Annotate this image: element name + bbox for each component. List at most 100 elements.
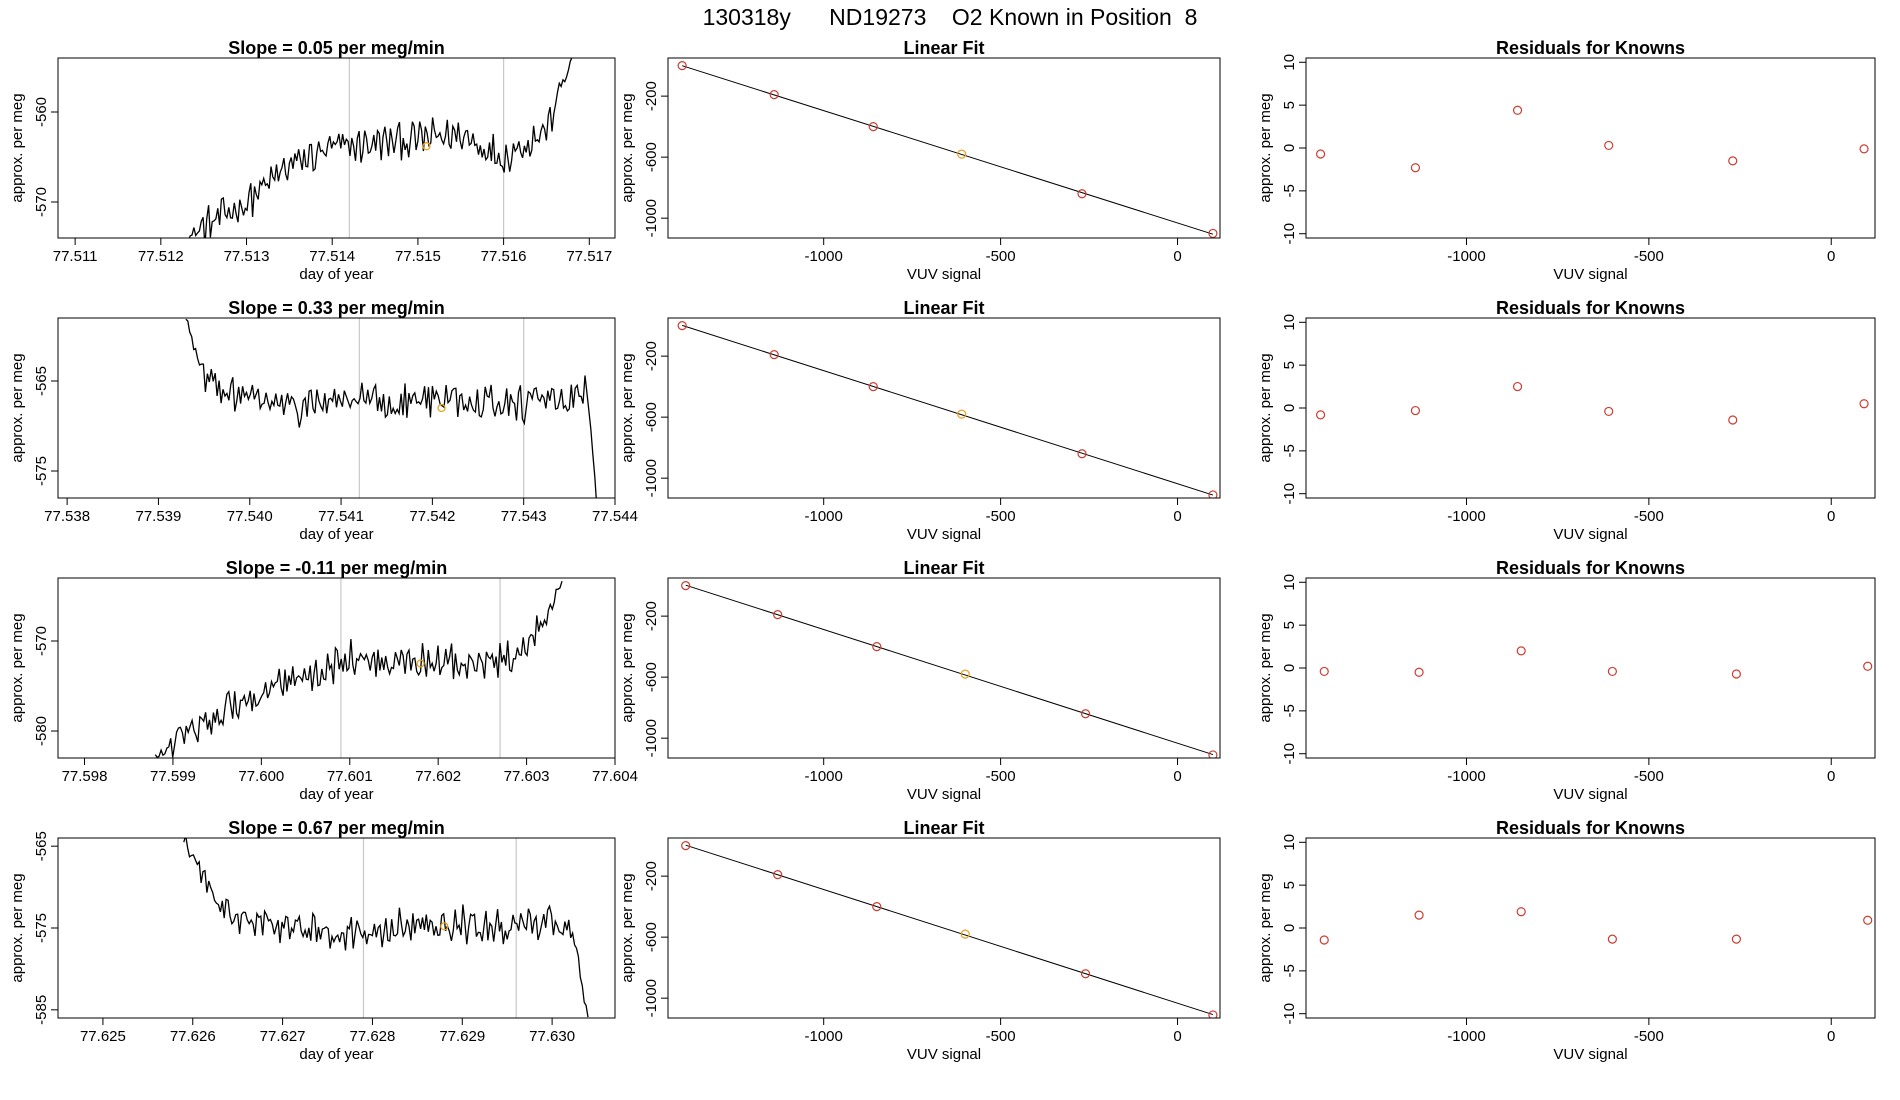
- chart-timeseries-2-series-line: [154, 581, 563, 758]
- chart-timeseries-3-title: Slope = 0.67 per meg/min: [228, 818, 445, 838]
- chart-residuals-1-point: [1410, 405, 1421, 416]
- chart-fit-2-xtick-label: 0: [1173, 768, 1181, 785]
- chart-fit-2-point: [872, 642, 882, 652]
- chart-fit-3-ylabel: approx. per meg: [619, 873, 636, 982]
- chart-residuals-1-ytick-label: 0: [1281, 404, 1298, 412]
- chart-residuals-2-title: Residuals for Knowns: [1496, 558, 1685, 578]
- chart-fit-1-xlabel: VUV signal: [907, 526, 981, 543]
- chart-fit-0-fit-line: [682, 65, 1214, 235]
- chart-timeseries-2-xtick-label: 77.603: [504, 768, 550, 785]
- chart-fit-1-ytick-label: -600: [643, 402, 660, 432]
- chart-timeseries-0-xtick-label: 77.513: [224, 248, 270, 265]
- chart-timeseries-1-xlabel: day of year: [299, 526, 373, 543]
- chart-fit-1-ylabel: approx. per meg: [619, 353, 636, 462]
- chart-fit-2-title: Linear Fit: [903, 558, 984, 578]
- chart-residuals-0-ytick-label: 10: [1281, 54, 1298, 71]
- chart-timeseries-0-xtick-label: 77.512: [138, 248, 184, 265]
- chart-residuals-1-point: [1315, 410, 1326, 420]
- chart-fit-0-xtick-label: 0: [1173, 248, 1181, 265]
- chart-fit-3-xtick-label: -1000: [805, 1028, 843, 1045]
- chart-residuals-3-frame: [1305, 837, 1876, 1019]
- chart-fit-0-point: [868, 122, 878, 132]
- chart-residuals-2-point: [1731, 669, 1741, 679]
- chart-fit-1-ytick-label: -200: [643, 341, 660, 371]
- chart-residuals-2-point: [1516, 646, 1526, 656]
- chart-residuals-3-xtick-label: 0: [1827, 1028, 1835, 1045]
- chart-timeseries-3-xtick-label: 77.629: [439, 1028, 485, 1045]
- chart-timeseries-1-title: Slope = 0.33 per meg/min: [228, 298, 445, 318]
- chart-residuals-3: Residuals for Knowns -1000 -500 0 VUV signal…: [1257, 818, 1876, 1063]
- chart-timeseries-1-xtick-label: 77.544: [592, 508, 638, 525]
- chart-residuals-1-xlabel: VUV signal: [1553, 526, 1627, 543]
- chart-fit-0-point: [957, 149, 967, 159]
- chart-timeseries-3-ytick-label: -585: [33, 995, 50, 1025]
- chart-timeseries-2-xtick-label: 77.602: [415, 768, 461, 785]
- chart-fit-3-ytick-label: -600: [643, 922, 660, 952]
- chart-fit-2-frame: [667, 577, 1221, 759]
- chart-residuals-3-ytick-label: 0: [1281, 924, 1298, 932]
- chart-residuals-3-point: [1516, 907, 1526, 917]
- chart-residuals-1-xtick-label: 0: [1827, 508, 1835, 525]
- chart-residuals-2-point: [1319, 666, 1329, 677]
- chart-fit-0-point: [1208, 228, 1218, 238]
- chart-fit-0-point: [1077, 189, 1087, 199]
- chart-timeseries-1-frame: [57, 317, 616, 499]
- chart-residuals-0-ylabel: approx. per meg: [1257, 93, 1274, 202]
- chart-fit-3-title: Linear Fit: [903, 818, 984, 838]
- chart-fit-3-point: [681, 841, 691, 851]
- chart-timeseries-0-xtick-label: 77.516: [481, 248, 527, 265]
- chart-residuals-1-ytick-label: 5: [1281, 361, 1298, 369]
- chart-timeseries-3-plot-area: [183, 838, 589, 1018]
- chart-fit-1: Linear Fit -1000 -500 0 VUV signal -200 -600 -1…: [619, 298, 1221, 543]
- chart-fit-2-plot-area: [681, 581, 1218, 758]
- chart-residuals-1-ytick-label: -5: [1281, 444, 1298, 457]
- chart-timeseries-0-title: Slope = 0.05 per meg/min: [228, 38, 445, 58]
- chart-timeseries-0-ytick-label: -560: [33, 97, 50, 127]
- chart-residuals-1-ylabel: approx. per meg: [1257, 353, 1274, 462]
- chart-fit-2-point: [681, 581, 691, 591]
- chart-residuals-1-point: [1604, 406, 1614, 417]
- chart-timeseries-2-plot-area: [154, 578, 563, 758]
- chart-residuals-3-ytick-label: -10: [1281, 1003, 1298, 1025]
- chart-timeseries-2-xtick-label: 77.599: [150, 768, 196, 785]
- page-title: 130318y ND19273 O2 Known in Position 8: [702, 4, 1198, 30]
- chart-timeseries-1: Slope = 0.33 per meg/min 77.538 77.539 77.5…: [9, 298, 638, 543]
- chart-residuals-2-ytick-label: -5: [1281, 704, 1298, 717]
- chart-timeseries-1-xtick-label: 77.539: [135, 508, 181, 525]
- chart-residuals-0-xtick-label: -1000: [1447, 248, 1485, 265]
- chart-fit-3-point: [960, 929, 970, 939]
- chart-residuals-0-point: [1859, 144, 1869, 154]
- chart-residuals-0-point: [1410, 163, 1421, 173]
- chart-fit-1-point: [957, 409, 967, 419]
- chart-timeseries-2-xtick-label: 77.598: [62, 768, 108, 785]
- chart-fit-0-plot-area: [677, 61, 1218, 238]
- chart-fit-1-xtick-label: -1000: [805, 508, 843, 525]
- chart-timeseries-3-ytick-label: -565: [33, 831, 50, 861]
- chart-timeseries-3-ylabel: approx. per meg: [9, 873, 26, 982]
- chart-timeseries-3-ytick-label: -575: [33, 913, 50, 943]
- chart-timeseries-0-series-line: [188, 58, 573, 238]
- chart-residuals-0-frame: [1305, 57, 1876, 239]
- chart-residuals-0-ytick-label: -5: [1281, 184, 1298, 197]
- chart-residuals-1-ytick-label: 10: [1281, 314, 1298, 331]
- chart-fit-1-point: [1077, 449, 1087, 459]
- chart-residuals-2-ytick-label: 10: [1281, 574, 1298, 591]
- chart-timeseries-3-highlight-point: [440, 922, 449, 931]
- chart-fit-3-plot-area: [681, 841, 1218, 1018]
- chart-fit-3-frame: [667, 837, 1221, 1019]
- chart-residuals-1-point: [1728, 415, 1738, 425]
- chart-fit-0-ytick-label: -600: [643, 142, 660, 172]
- chart-timeseries-0: Slope = 0.05 per meg/min 77.511 77.512 77.5…: [9, 38, 616, 283]
- chart-fit-0-point: [769, 90, 779, 100]
- chart-fit-3-point: [1080, 969, 1091, 979]
- chart-fit-1-point: [868, 382, 878, 392]
- chart-fit-0-xtick-label: -1000: [805, 248, 843, 265]
- chart-timeseries-3-series-line: [183, 838, 589, 1018]
- chart-fit-1-point: [1208, 490, 1218, 498]
- chart-fit-1-fit-line: [682, 324, 1214, 496]
- chart-timeseries-2-xtick-label: 77.604: [592, 768, 638, 785]
- chart-residuals-1-title: Residuals for Knowns: [1496, 298, 1685, 318]
- chart-residuals-0-title: Residuals for Knowns: [1496, 38, 1685, 58]
- chart-residuals-3-point: [1319, 935, 1329, 945]
